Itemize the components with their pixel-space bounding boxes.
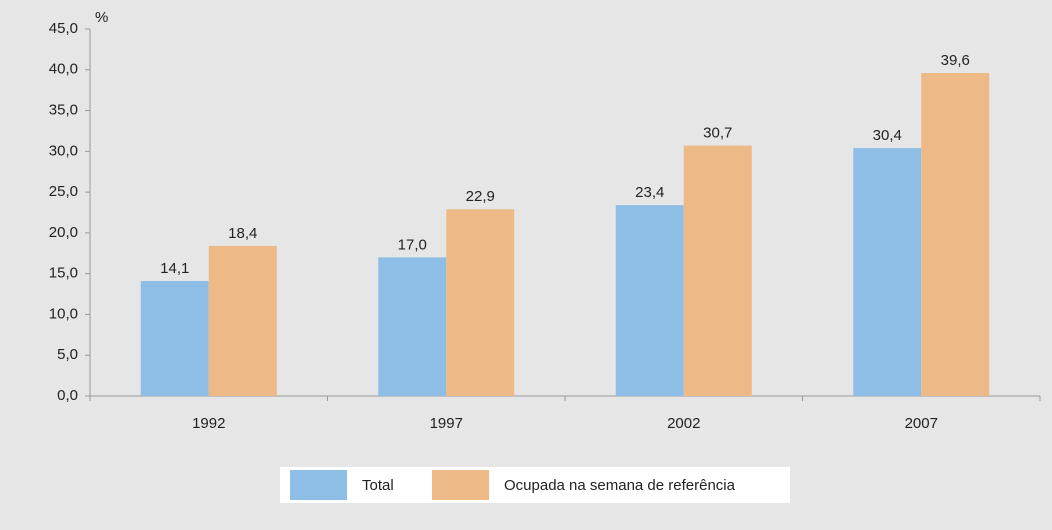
value-label: 14,1 — [160, 260, 189, 277]
value-label: 22,9 — [466, 188, 495, 205]
value-label: 30,4 — [873, 127, 902, 144]
y-tick-label: 35,0 — [49, 102, 78, 119]
y-tick-label: 40,0 — [49, 61, 78, 78]
y-tick-label: 30,0 — [49, 142, 78, 159]
y-tick-label: 10,0 — [49, 305, 78, 322]
value-label: 39,6 — [941, 52, 970, 69]
y-tick-label: 45,0 — [49, 20, 78, 37]
y-tick-label: 0,0 — [57, 387, 78, 404]
bar — [853, 148, 922, 396]
y-tick-label: 15,0 — [49, 265, 78, 282]
y-axis-label: % — [95, 9, 108, 26]
legend-label: Total — [362, 477, 394, 494]
bar — [615, 205, 684, 396]
x-tick-label: 2007 — [905, 415, 938, 432]
x-tick-label: 1997 — [430, 415, 463, 432]
x-tick-label: 1992 — [192, 415, 225, 432]
legend-swatch — [432, 470, 489, 500]
bar — [446, 209, 515, 396]
value-label: 30,7 — [703, 125, 732, 142]
bar — [683, 145, 752, 396]
y-tick-label: 25,0 — [49, 183, 78, 200]
y-tick-label: 20,0 — [49, 224, 78, 241]
bar — [140, 281, 209, 396]
legend-label: Ocupada na semana de referência — [504, 477, 736, 494]
legend-box — [280, 467, 790, 503]
bar — [208, 245, 277, 396]
x-tick-label: 2002 — [667, 415, 700, 432]
value-label: 17,0 — [398, 236, 427, 253]
value-label: 18,4 — [228, 225, 257, 242]
y-tick-label: 5,0 — [57, 346, 78, 363]
bar — [921, 73, 990, 396]
legend-swatch — [290, 470, 347, 500]
value-label: 23,4 — [635, 184, 664, 201]
bar — [378, 257, 447, 396]
